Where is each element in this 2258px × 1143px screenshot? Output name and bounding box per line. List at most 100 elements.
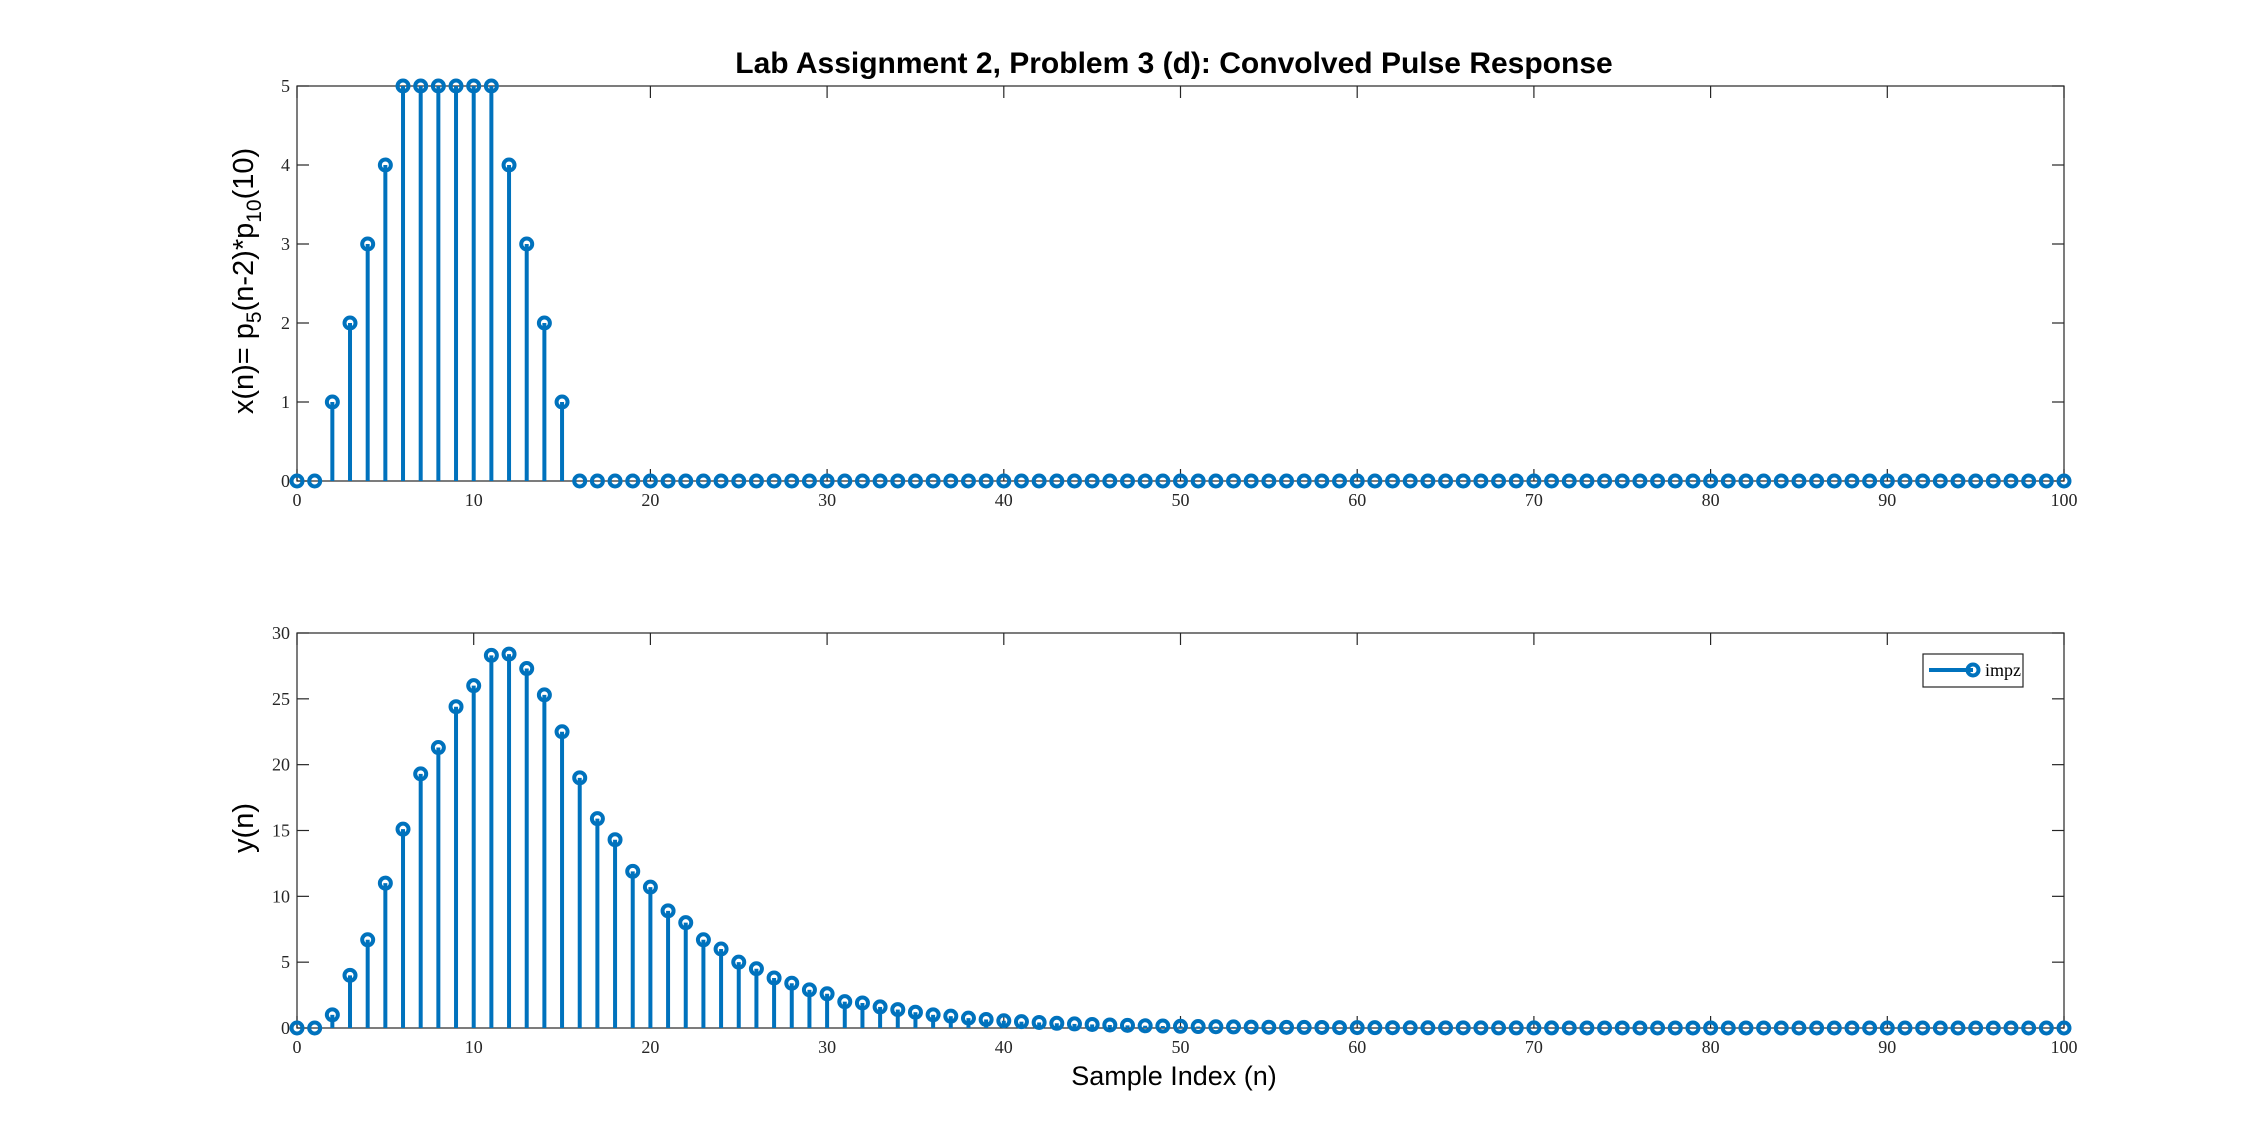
stem-marker bbox=[1208, 473, 1224, 489]
stem-marker bbox=[307, 473, 323, 489]
stem-marker bbox=[448, 699, 464, 715]
stem-marker bbox=[731, 954, 747, 970]
stem-marker bbox=[713, 941, 729, 957]
stem-marker bbox=[1491, 1020, 1507, 1036]
stem-marker bbox=[289, 1020, 305, 1036]
stem-marker bbox=[1844, 1020, 1860, 1036]
y-tick-label: 10 bbox=[272, 886, 290, 906]
stem-marker bbox=[1296, 473, 1312, 489]
stem-marker bbox=[1102, 1017, 1118, 1033]
stem-marker bbox=[713, 473, 729, 489]
stem-marker bbox=[2021, 1020, 2037, 1036]
legend-entry-impz: impz bbox=[1985, 660, 2021, 680]
stem-marker bbox=[1084, 1016, 1100, 1032]
legend: impz bbox=[1922, 653, 2024, 688]
chart-title: Lab Assignment 2, Problem 3 (d): Convolv… bbox=[735, 47, 1612, 80]
stem-marker bbox=[519, 661, 535, 677]
stem-marker bbox=[1614, 473, 1630, 489]
stem-marker bbox=[1632, 1020, 1648, 1036]
axes-bottom-xlabel: Sample Index (n) bbox=[1071, 1061, 1277, 1091]
x-tick-label: 90 bbox=[1878, 490, 1896, 510]
x-tick-label: 20 bbox=[641, 1037, 659, 1057]
stem-marker bbox=[483, 647, 499, 663]
x-tick-label: 80 bbox=[1702, 1037, 1720, 1057]
stem-marker bbox=[1773, 473, 1789, 489]
stem-marker bbox=[748, 473, 764, 489]
x-tick-label: 30 bbox=[818, 490, 836, 510]
stem-marker bbox=[748, 961, 764, 977]
stem-marker bbox=[1155, 473, 1171, 489]
x-tick-label: 30 bbox=[818, 1037, 836, 1057]
stem-marker bbox=[625, 863, 641, 879]
stem-marker bbox=[607, 832, 623, 848]
x-tick-label: 60 bbox=[1348, 490, 1366, 510]
stem-marker bbox=[519, 236, 535, 252]
x-tick-label: 60 bbox=[1348, 1037, 1366, 1057]
stem-marker bbox=[837, 994, 853, 1010]
stem-marker bbox=[1438, 1020, 1454, 1036]
stem-marker bbox=[890, 1002, 906, 1018]
stem-marker bbox=[837, 473, 853, 489]
stem-marker bbox=[1720, 473, 1736, 489]
stem-marker bbox=[1826, 473, 1842, 489]
stem-marker bbox=[1720, 1020, 1736, 1036]
stem-marker bbox=[554, 724, 570, 740]
stem-marker bbox=[678, 473, 694, 489]
stem-marker bbox=[1049, 473, 1065, 489]
stem-marker bbox=[1031, 1014, 1047, 1030]
stem-marker bbox=[360, 932, 376, 948]
stem-marker bbox=[324, 394, 340, 410]
stem-marker bbox=[766, 473, 782, 489]
y-tick-label: 5 bbox=[281, 76, 290, 96]
ylabel-part-end: (10) bbox=[228, 148, 260, 200]
y-tick-label: 4 bbox=[281, 155, 290, 175]
y-tick-label: 30 bbox=[272, 623, 290, 643]
stem-marker bbox=[1190, 473, 1206, 489]
stem-marker bbox=[1597, 473, 1613, 489]
stem-marker bbox=[342, 315, 358, 331]
stem-marker bbox=[872, 999, 888, 1015]
stem-marker bbox=[1756, 1020, 1772, 1036]
x-tick-label: 90 bbox=[1878, 1037, 1896, 1057]
stem-marker bbox=[413, 766, 429, 782]
stem-marker bbox=[1879, 1020, 1895, 1036]
stem-marker bbox=[1243, 1019, 1259, 1035]
stem-marker bbox=[1561, 1020, 1577, 1036]
stem-marker bbox=[1650, 1020, 1666, 1036]
stem-marker bbox=[1385, 473, 1401, 489]
stem-marker bbox=[536, 315, 552, 331]
stem-marker bbox=[1738, 1020, 1754, 1036]
stem-marker bbox=[483, 78, 499, 94]
stem-marker bbox=[1862, 473, 1878, 489]
axes-top-stem-plot: x(n)= p5(n-2)*p10(10) 0 10 20 30 40 50 60 70 80 9… bbox=[228, 76, 2078, 510]
stem-marker bbox=[1279, 1019, 1295, 1035]
stem-marker bbox=[766, 970, 782, 986]
axes-top-ylabel: x(n)= p5(n-2)*p10(10) bbox=[228, 148, 266, 414]
stem-marker bbox=[1137, 1018, 1153, 1034]
stem-marker bbox=[1703, 473, 1719, 489]
stem-marker bbox=[695, 932, 711, 948]
x-tick-label: 100 bbox=[2051, 1037, 2078, 1057]
x-tick-label: 10 bbox=[465, 1037, 483, 1057]
stem-marker bbox=[1226, 473, 1242, 489]
stem-marker bbox=[324, 1007, 340, 1023]
stem-marker bbox=[1332, 473, 1348, 489]
stem-marker bbox=[642, 879, 658, 895]
ylabel-part-base: x(n)= p bbox=[228, 323, 260, 414]
stem-marker bbox=[996, 473, 1012, 489]
stem-marker bbox=[1915, 1020, 1931, 1036]
stem-marker bbox=[1738, 473, 1754, 489]
stem-marker bbox=[1473, 1020, 1489, 1036]
stem-marker bbox=[1932, 1020, 1948, 1036]
y-tick-label: 1 bbox=[281, 392, 290, 412]
x-tick-label: 50 bbox=[1172, 1037, 1190, 1057]
stem-marker bbox=[2003, 1020, 2019, 1036]
stem-marker bbox=[413, 78, 429, 94]
stem-marker bbox=[1261, 473, 1277, 489]
stem-marker bbox=[784, 975, 800, 991]
stem-marker bbox=[395, 821, 411, 837]
stem-marker bbox=[801, 982, 817, 998]
stem-marker bbox=[890, 473, 906, 489]
stem-marker bbox=[1208, 1019, 1224, 1035]
